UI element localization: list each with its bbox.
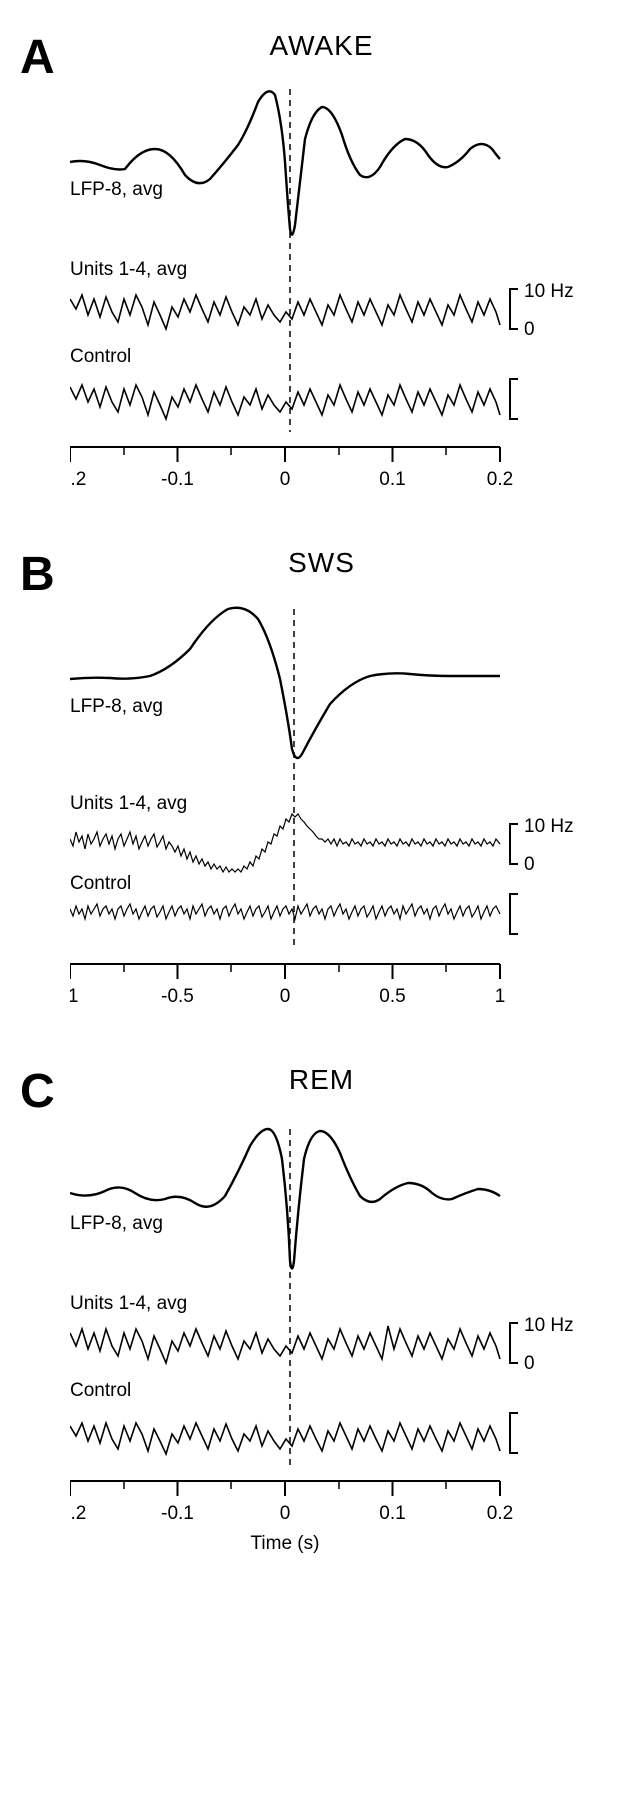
panel-b-xl4: 1: [495, 986, 506, 1007]
panel-c-lfp-trace: [70, 1129, 500, 1269]
panel-c-scale1: [510, 1323, 518, 1363]
panel-b-lfp-trace: [70, 608, 500, 758]
panel-a-scale1-top: 10 Hz: [524, 281, 574, 302]
panel-a-control-trace: [70, 385, 500, 419]
panel-b-xl3: 0.5: [379, 986, 405, 1007]
panel-a-units-trace: [70, 295, 500, 329]
panel-c-units-label: Units 1-4, avg: [70, 1293, 187, 1314]
panel-b-svg: LFP-8, avg Units 1-4, avg Control 10 Hz …: [70, 584, 610, 1024]
panel-c-title: REM: [20, 1064, 623, 1096]
panel-c-letter: C: [20, 1064, 55, 1119]
panel-a-scale2: [510, 379, 518, 419]
panel-a-title: AWAKE: [20, 30, 623, 62]
panel-a-svg: LFP-8, avg Units 1-4, avg Control 10 Hz …: [70, 67, 610, 507]
panel-a-lfp-trace: [70, 91, 500, 234]
panel-a-xl3: 0.1: [379, 469, 405, 490]
panel-c-xl4: 0.2: [487, 1503, 513, 1524]
figure-container: A AWAKE LFP-8, avg Units 1-4, avg Contro…: [20, 30, 623, 1571]
panel-b-plot: LFP-8, avg Units 1-4, avg Control 10 Hz …: [70, 584, 590, 1024]
panel-c-xl1: -0.1: [161, 1503, 194, 1524]
panel-b-scale1-bottom: 0: [524, 854, 535, 875]
panel-a-xl4: 0.2: [487, 469, 513, 490]
panel-a-control-label: Control: [70, 346, 131, 367]
panel-a-lfp-label: LFP-8, avg: [70, 179, 163, 200]
panel-c-svg: LFP-8, avg Units 1-4, avg Control 10 Hz …: [70, 1101, 610, 1571]
panel-a-xl2: 0: [280, 469, 291, 490]
panel-a-scale1-bottom: 0: [524, 319, 535, 340]
panel-b-title: SWS: [20, 547, 623, 579]
panel-a-letter: A: [20, 30, 55, 85]
panel-b-control-label: Control: [70, 873, 131, 894]
panel-b: B SWS LFP-8, avg Units 1-4, avg Control …: [20, 547, 623, 1024]
panel-a-xl0: -0.2: [70, 469, 86, 490]
panel-c-xl0: -0.2: [70, 1503, 86, 1524]
panel-c-scale2: [510, 1413, 518, 1453]
panel-b-scale1: [510, 824, 518, 864]
panel-b-xl0: -1: [70, 986, 78, 1007]
panel-c-lfp-label: LFP-8, avg: [70, 1213, 163, 1234]
panel-a-plot: LFP-8, avg Units 1-4, avg Control 10 Hz …: [70, 67, 590, 507]
panel-c-units-trace: [70, 1326, 500, 1363]
panel-b-xl1: -0.5: [161, 986, 194, 1007]
panel-b-lfp-label: LFP-8, avg: [70, 696, 163, 717]
panel-c-scale1-top: 10 Hz: [524, 1315, 574, 1336]
panel-b-scale1-top: 10 Hz: [524, 816, 574, 837]
panel-a-units-label: Units 1-4, avg: [70, 259, 187, 280]
panel-c-xlabel: Time (s): [251, 1533, 320, 1554]
panel-c-control-trace: [70, 1423, 500, 1454]
panel-c-plot: LFP-8, avg Units 1-4, avg Control 10 Hz …: [70, 1101, 590, 1571]
panel-b-letter: B: [20, 547, 55, 602]
panel-a-scale1: [510, 289, 518, 329]
panel-a-xl1: -0.1: [161, 469, 194, 490]
panel-c-xl3: 0.1: [379, 1503, 405, 1524]
panel-c-control-label: Control: [70, 1380, 131, 1401]
panel-b-control-trace: [70, 904, 500, 919]
panel-b-xl2: 0: [280, 986, 291, 1007]
panel-b-units-label: Units 1-4, avg: [70, 793, 187, 814]
panel-c: C REM LFP-8, avg Units 1-4, avg Control …: [20, 1064, 623, 1571]
panel-c-scale1-bottom: 0: [524, 1353, 535, 1374]
panel-c-xl2: 0: [280, 1503, 291, 1524]
panel-b-scale2: [510, 894, 518, 934]
panel-b-units-trace: [70, 814, 500, 872]
panel-a: A AWAKE LFP-8, avg Units 1-4, avg Contro…: [20, 30, 623, 507]
